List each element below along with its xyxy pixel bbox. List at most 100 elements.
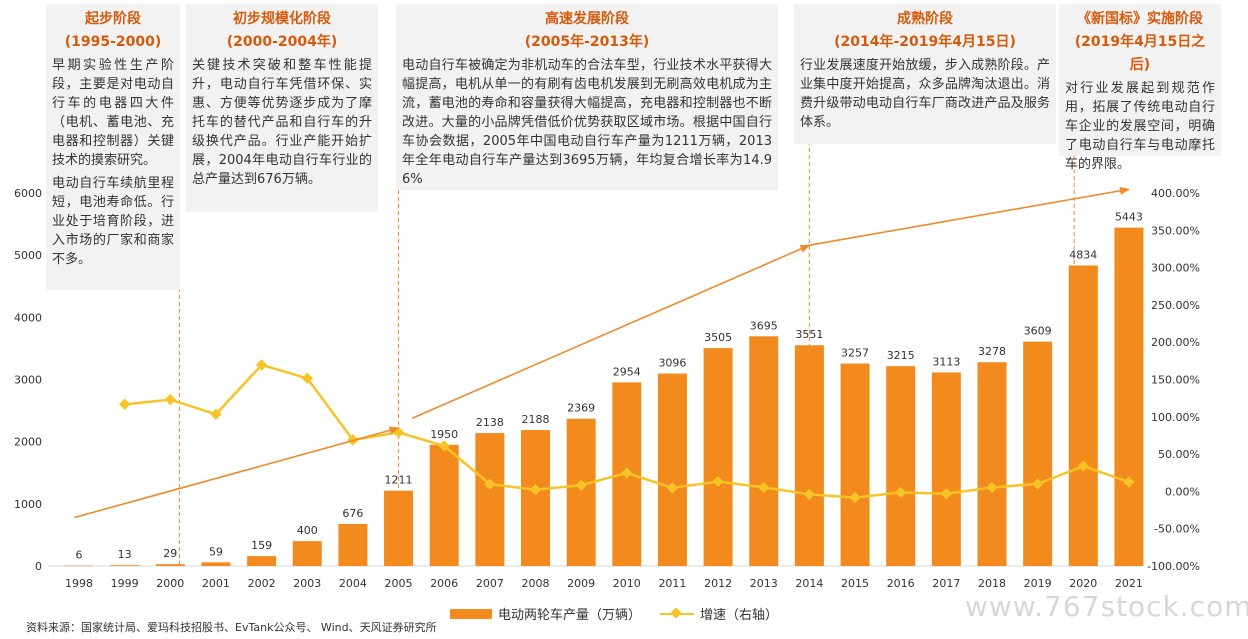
- bar-value-label: 159: [251, 539, 272, 552]
- y-right-tick-label: 250.00%: [1151, 299, 1200, 312]
- growth-line-marker: [666, 482, 679, 494]
- stage-period: (2019年4月15日之后): [1074, 34, 1206, 73]
- axes: 0 1000 2000 3000 4000 5000 6000 -100.00% -50.00%…: [14, 187, 1200, 590]
- y-right-tick-label: 50.00%: [1158, 448, 1200, 461]
- y-left-tick-label: 3000: [14, 374, 42, 387]
- growth-line-marker: [164, 393, 176, 406]
- stage-description: 对行业发展起到规范作用，拓展了传统电动自行车企业的发展空间，明确了电动自行车与电…: [1065, 81, 1215, 172]
- bar-value-label: 1950: [430, 428, 458, 441]
- growth-line-marker: [712, 475, 724, 488]
- stage-title: 《新国标》实施阶段: [1077, 11, 1203, 27]
- x-tick-label: 2019: [1024, 577, 1052, 590]
- stage-box-rapid-growth: 高速发展阶段 (2005年-2013年) 电动自行车被确定为非机动车的合法车型，…: [396, 4, 778, 190]
- bar-value-label: 2138: [476, 416, 504, 429]
- x-tick-label: 2008: [522, 577, 550, 590]
- bar-value-label: 2369: [567, 402, 595, 415]
- stage-title: 成熟阶段: [897, 11, 953, 27]
- x-tick-label: 2018: [978, 577, 1006, 590]
- x-tick-label: 2005: [385, 577, 413, 590]
- stage-box-mature: 成熟阶段 (2014年-2019年4月15日) 行业发展速度开始放缓，步入成熟阶…: [794, 4, 1056, 144]
- production-bar: [521, 429, 550, 566]
- growth-line-marker: [1123, 476, 1135, 488]
- y-right-tick-label: 350.00%: [1151, 224, 1200, 237]
- legend-item-production: 电动两轮车产量（万辆）: [450, 604, 641, 623]
- growth-line-marker: [1031, 478, 1044, 490]
- production-bar: [931, 372, 961, 566]
- production-bar: [475, 433, 505, 566]
- y-left-tick-label: 2000: [14, 436, 42, 449]
- y-right-tick-label: -50.00%: [1154, 523, 1200, 536]
- stage-period: (2005年-2013年): [524, 34, 650, 50]
- production-bar: [794, 345, 824, 566]
- growth-line-marker: [484, 478, 496, 490]
- bar-value-label: 3278: [978, 345, 1006, 358]
- bar-value-label: 2188: [522, 413, 550, 426]
- bar-value-label: 3096: [658, 357, 686, 370]
- x-tick-label: 2011: [658, 577, 686, 590]
- bar-value-label: 3113: [932, 355, 960, 368]
- production-bar: [1068, 265, 1098, 566]
- bar-value-labels: 6 13 29 59 159 400 676 1211 1950 2138 2188 2369 2954…: [76, 211, 1143, 562]
- bar-value-label: 3505: [704, 331, 732, 344]
- production-bar: [749, 336, 779, 566]
- x-tick-label: 2012: [704, 577, 732, 590]
- y-right-tick-label: 200.00%: [1151, 336, 1200, 349]
- growth-line-marker: [255, 359, 268, 371]
- trend-arrow: [809, 186, 1130, 247]
- growth-line-marker: [118, 398, 131, 410]
- x-tick-label: 2017: [932, 577, 960, 590]
- y-right-tick-label: 0.00%: [1165, 485, 1200, 498]
- bar-value-label: 29: [163, 547, 177, 560]
- legend-item-growth: 增速（右轴）: [660, 604, 778, 623]
- x-tick-label: 2009: [567, 577, 595, 590]
- bar-value-label: 3609: [1024, 325, 1052, 338]
- production-bar: [886, 366, 916, 566]
- stage-period: (1995-2000): [64, 34, 162, 50]
- trend-arrows: [74, 186, 1130, 519]
- growth-line-marker: [301, 372, 313, 384]
- x-tick-label: 2006: [430, 577, 458, 590]
- x-tick-label: 2004: [339, 577, 367, 590]
- y-right-tick-label: 150.00%: [1151, 374, 1200, 387]
- bar-value-label: 59: [209, 545, 223, 558]
- production-bar: [110, 565, 140, 566]
- x-tick-label: 2003: [293, 577, 321, 590]
- x-tick-label: 2010: [613, 577, 641, 590]
- bar-value-label: 3257: [841, 347, 869, 360]
- stage-description: 关键技术突破和整车性能提升，电动自行车凭借环保、实惠、方便等优势逐步成为了摩托车…: [192, 58, 372, 187]
- y-right-tick-label: 400.00%: [1151, 187, 1200, 200]
- y-left-tick-label: 6000: [14, 187, 42, 200]
- stage-description: 电动自行车被确定为非机动车的合法车型，行业技术水平获得大幅提高，电机从单一的有刷…: [402, 58, 772, 187]
- stage-description: 行业发展速度开始放缓，步入成熟阶段。产业集中度开始提高，众多品牌淘汰退出。消费升…: [800, 58, 1050, 130]
- growth-line-marker: [849, 491, 861, 504]
- legend-line-swatch: [660, 608, 694, 620]
- legend-label: 电动两轮车产量（万辆）: [498, 608, 642, 623]
- bar-value-label: 13: [118, 548, 132, 561]
- growth-line-marker: [940, 488, 953, 500]
- x-tick-label: 1999: [111, 577, 139, 590]
- stage-box-new-standard: 《新国标》实施阶段 (2019年4月15日之后) 对行业发展起到规范作用，拓展了…: [1059, 4, 1221, 172]
- production-bar: [201, 562, 231, 566]
- legend-label: 增速（右轴）: [700, 608, 779, 623]
- legend-bar-swatch: [450, 608, 492, 619]
- production-bar: [338, 523, 368, 566]
- stage-description: 电动自行车续航里程短，电池寿命低。行业处于培育阶段，进入市场的厂家和商家不多。: [52, 176, 174, 267]
- production-bar: [1023, 341, 1053, 566]
- bar-value-label: 1211: [385, 474, 413, 487]
- bar-value-label: 676: [342, 507, 363, 520]
- growth-line: [118, 359, 1135, 504]
- x-tick-label: 2016: [887, 577, 915, 590]
- bar-value-label: 3215: [887, 349, 915, 362]
- growth-line-marker: [1077, 460, 1089, 472]
- growth-line-marker: [621, 467, 633, 479]
- bar-value-label: 4834: [1069, 248, 1097, 261]
- bar-value-label: 5443: [1115, 211, 1143, 224]
- production-bar: [247, 556, 277, 566]
- y-left-tick-label: 1000: [14, 498, 42, 511]
- production-bar: [703, 348, 733, 566]
- y-left-tick-label: 4000: [14, 311, 42, 324]
- stage-title: 初步规模化阶段: [233, 11, 331, 27]
- bar-value-label: 3551: [795, 328, 823, 341]
- production-bar: [566, 418, 596, 566]
